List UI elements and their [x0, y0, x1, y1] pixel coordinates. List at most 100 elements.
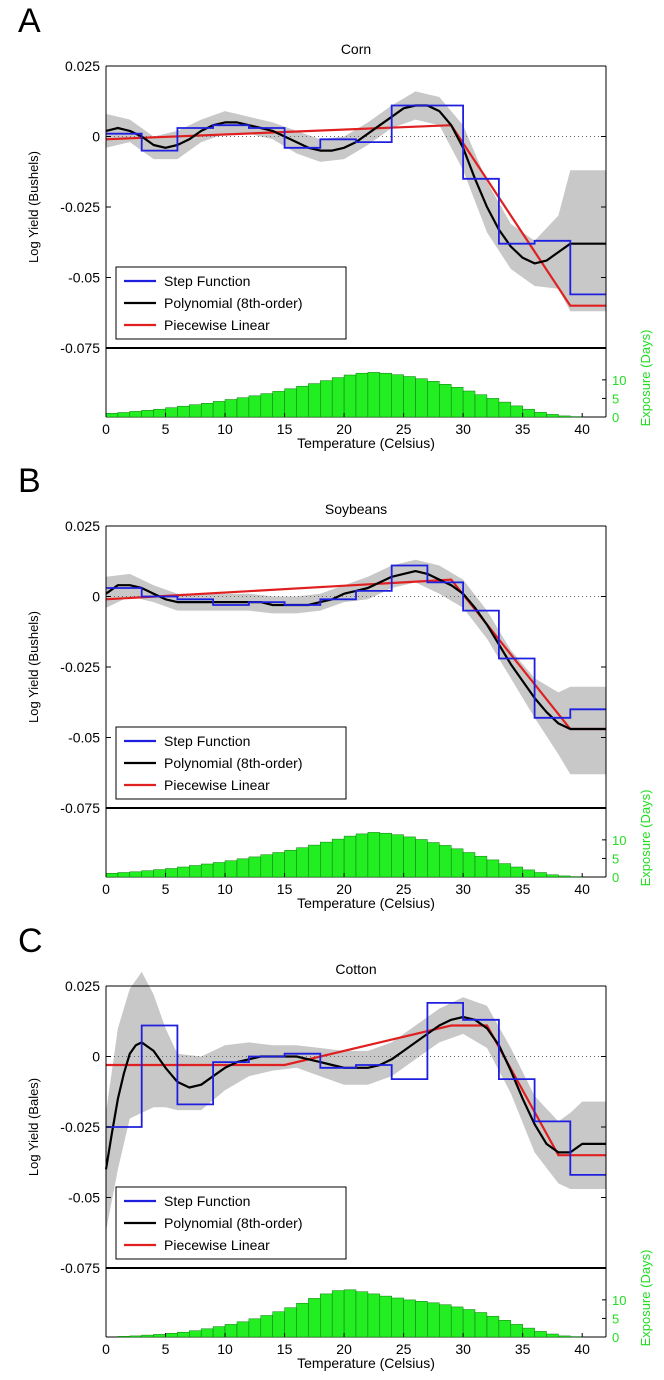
exposure-bar — [535, 1331, 547, 1337]
exposure-bar — [142, 871, 154, 877]
y2-tick-label: 0 — [612, 1330, 619, 1345]
exposure-bar — [427, 1303, 439, 1337]
exposure-bar — [451, 387, 463, 417]
y2-axis-label: Exposure (Days) — [638, 1250, 653, 1347]
y-tick-label: 0.025 — [65, 978, 100, 994]
x-tick-label: 40 — [574, 881, 590, 897]
exposure-bar — [130, 411, 142, 417]
y2-axis-label: Exposure (Days) — [638, 330, 653, 427]
exposure-bar — [475, 856, 487, 877]
exposure-bar — [558, 1336, 570, 1337]
y-tick-label: -0.075 — [60, 800, 100, 816]
exposure-bar — [154, 1334, 166, 1337]
exposure-bar — [356, 373, 368, 417]
exposure-bar — [201, 403, 213, 417]
y-tick-label: 0.025 — [65, 58, 100, 74]
exposure-bar — [404, 1300, 416, 1337]
exposure-bar — [344, 836, 356, 877]
exposure-bar — [487, 1316, 499, 1337]
exposure-bar — [261, 394, 273, 417]
exposure-bar — [368, 372, 380, 417]
x-tick-label: 10 — [217, 1341, 233, 1357]
exposure-bar — [451, 849, 463, 877]
exposure-bar — [511, 867, 523, 877]
exposure-bar — [213, 1327, 225, 1337]
y-axis-label: Log Yield (Bushels) — [26, 611, 41, 723]
x-tick-label: 15 — [277, 421, 293, 437]
exposure-bar — [249, 1319, 261, 1337]
exposure-bar — [439, 384, 451, 417]
y2-tick-label: 5 — [612, 851, 619, 866]
x-tick-label: 35 — [515, 421, 531, 437]
exposure-bar — [380, 833, 392, 877]
exposure-bar — [189, 866, 201, 878]
x-tick-label: 35 — [515, 881, 531, 897]
x-tick-label: 0 — [102, 881, 110, 897]
exposure-bar — [225, 400, 237, 418]
exposure-bar — [511, 1324, 523, 1337]
y-tick-label: 0 — [92, 589, 100, 605]
exposure-bar — [285, 1308, 297, 1337]
exposure-bar — [154, 409, 166, 417]
legend-label-step: Step Function — [164, 273, 250, 289]
y2-tick-label: 10 — [612, 373, 626, 388]
exposure-bar — [547, 414, 559, 417]
exposure-bar — [273, 853, 285, 878]
exposure-bar — [320, 1294, 332, 1337]
chart-title: Soybeans — [325, 501, 387, 517]
y-tick-label: -0.05 — [68, 730, 100, 746]
panel-letter: C — [18, 922, 43, 961]
x-tick-label: 10 — [217, 421, 233, 437]
x-tick-label: 30 — [455, 1341, 471, 1357]
y-tick-label: -0.075 — [60, 340, 100, 356]
exposure-bar — [177, 1332, 189, 1337]
exposure-bar — [225, 861, 237, 877]
panel-letter: B — [18, 462, 41, 501]
x-tick-label: 5 — [162, 1341, 170, 1357]
exposure-bar — [523, 1328, 535, 1337]
y-tick-label: 0 — [92, 1049, 100, 1065]
exposure-bar — [142, 410, 154, 417]
y-axis-label: Log Yield (Bales) — [26, 1078, 41, 1176]
exposure-bar — [451, 1307, 463, 1337]
exposure-bar — [273, 1312, 285, 1337]
legend-label-poly: Polynomial (8th-order) — [164, 755, 303, 771]
x-tick-label: 40 — [574, 421, 590, 437]
y2-tick-label: 5 — [612, 391, 619, 406]
x-tick-label: 40 — [574, 1341, 590, 1357]
exposure-bar — [558, 416, 570, 417]
exposure-bar — [535, 873, 547, 878]
exposure-bar — [368, 832, 380, 877]
exposure-bar — [416, 840, 428, 878]
legend-label-piecewise: Piecewise Linear — [164, 317, 270, 333]
x-axis-label: Temperature (Celsius) — [297, 1355, 435, 1371]
exposure-bar — [261, 855, 273, 877]
x-tick-label: 0 — [102, 421, 110, 437]
x-tick-label: 10 — [217, 881, 233, 897]
exposure-bar — [308, 1298, 320, 1337]
exposure-bar — [308, 384, 320, 417]
exposure-bar — [344, 375, 356, 417]
x-tick-label: 30 — [455, 881, 471, 897]
exposure-bar — [177, 867, 189, 877]
exposure-bar — [237, 859, 249, 877]
exposure-bar — [404, 837, 416, 877]
legend-label-step: Step Function — [164, 1193, 250, 1209]
exposure-bar — [297, 386, 309, 417]
y2-axis-label: Exposure (Days) — [638, 790, 653, 887]
exposure-bar — [344, 1290, 356, 1337]
exposure-bar — [368, 1294, 380, 1337]
exposure-bar — [558, 876, 570, 877]
exposure-bar — [499, 402, 511, 417]
x-axis-label: Temperature (Celsius) — [297, 435, 435, 451]
y-tick-label: -0.075 — [60, 1260, 100, 1276]
exposure-bar — [225, 1324, 237, 1337]
exposure-bar — [392, 835, 404, 877]
exposure-bar — [237, 1322, 249, 1337]
exposure-bar — [427, 843, 439, 878]
exposure-bar — [297, 848, 309, 877]
y-tick-label: -0.025 — [60, 1119, 100, 1135]
